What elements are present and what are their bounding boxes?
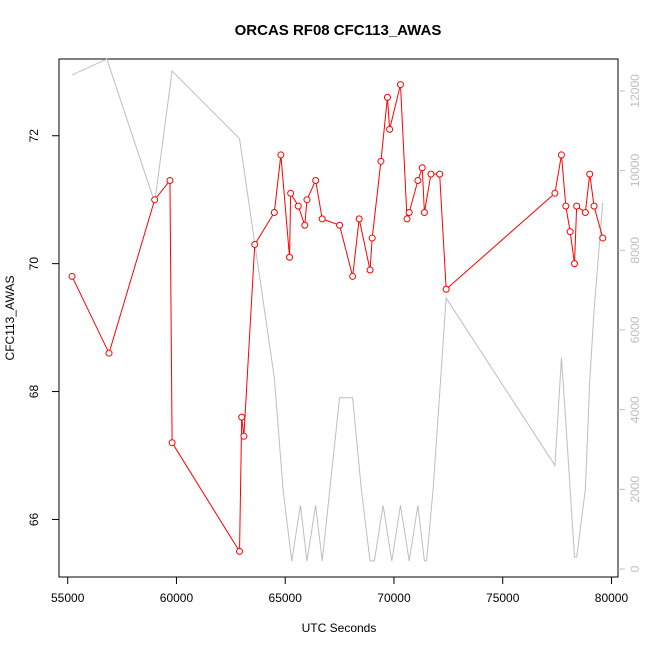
x-tick-label: 70000 [377, 591, 411, 605]
cfc113-data-point [355, 215, 363, 223]
cfc113-data-point [403, 215, 411, 223]
x-tick-label: 75000 [486, 591, 520, 605]
cfc113-data-point [277, 151, 285, 159]
y2-tick-label: 2000 [628, 476, 642, 503]
altitude-series-line [71, 58, 604, 562]
y2-tick-label: 0 [628, 565, 642, 572]
cfc113-data-point [573, 202, 581, 210]
y-axis-label: CFC113_AWAS [3, 276, 17, 361]
y-tick-label: 66 [27, 512, 41, 526]
x-tick-label: 55000 [51, 591, 85, 605]
y2-tick-label: 4000 [628, 396, 642, 423]
series-layer [68, 58, 607, 562]
cfc113-data-point [312, 177, 320, 185]
cfc113-data-point [436, 170, 444, 178]
cfc113-data-point [557, 151, 565, 159]
cfc113-data-point [270, 208, 278, 216]
cfc113-data-point [238, 413, 246, 421]
y2-tick-label: 6000 [628, 316, 642, 343]
x-tick-label: 80000 [595, 591, 629, 605]
cfc113-data-point [562, 202, 570, 210]
cfc113-data-point [383, 93, 391, 101]
cfc113-data-point [386, 125, 394, 133]
cfc113-data-point [336, 221, 344, 229]
y-tick-label: 70 [27, 257, 41, 271]
y2-tick-label: 12000 [628, 74, 642, 108]
y-tick-label: 72 [27, 129, 41, 143]
cfc113-data-point [236, 547, 244, 555]
cfc113-data-point [586, 170, 594, 178]
chart-title: ORCAS RF08 CFC113_AWAS [235, 22, 442, 39]
cfc113-data-point [599, 234, 607, 242]
cfc113-data-point [405, 208, 413, 216]
cfc113-data-point [301, 221, 309, 229]
y-axis: 66 68 70 72 [27, 129, 59, 526]
x-axis-label: UTC Seconds [302, 621, 377, 635]
cfc113-data-point [166, 177, 174, 185]
cfc113-data-point [251, 240, 259, 248]
y-tick-label: 68 [27, 385, 41, 399]
y2-tick-label: 10000 [628, 154, 642, 188]
cfc113-data-point [286, 253, 294, 261]
cfc113-data-point [396, 81, 404, 89]
cfc113-data-point [68, 272, 76, 280]
cfc113-data-point [368, 234, 376, 242]
cfc113-data-point [571, 260, 578, 268]
x-tick-label: 60000 [160, 591, 194, 605]
cfc113-data-point [349, 272, 357, 280]
cfc113-data-point [168, 439, 176, 447]
cfc113-data-point [418, 164, 426, 172]
y2-axis: 0 2000 4000 6000 8000 10000 12000 [618, 74, 642, 572]
cfc113-data-point [303, 196, 311, 204]
cfc113-data-point [427, 170, 435, 178]
plot-frame [58, 58, 619, 578]
x-axis: 55000 60000 65000 70000 75000 80000 [51, 577, 628, 605]
cfc113-data-point [105, 349, 113, 357]
cfc113-data-point [240, 432, 248, 440]
cfc113-data-point [377, 157, 385, 165]
y2-tick-label: 8000 [628, 237, 642, 264]
cfc113-data-point [151, 196, 159, 204]
cfc113-data-point [366, 266, 374, 274]
cfc113-data-point [551, 189, 559, 197]
x-tick-label: 65000 [269, 591, 303, 605]
cfc113-data-point [318, 215, 326, 223]
cfc113-data-point [294, 202, 302, 210]
cfc113-data-point [581, 208, 589, 216]
cfc113-data-point [566, 228, 574, 236]
cfc113-data-point [414, 177, 422, 185]
cfc113-data-point [590, 202, 598, 210]
cfc113-data-point [287, 189, 295, 197]
cfc113-data-point [420, 208, 428, 216]
cfc113-data-point [442, 285, 450, 293]
